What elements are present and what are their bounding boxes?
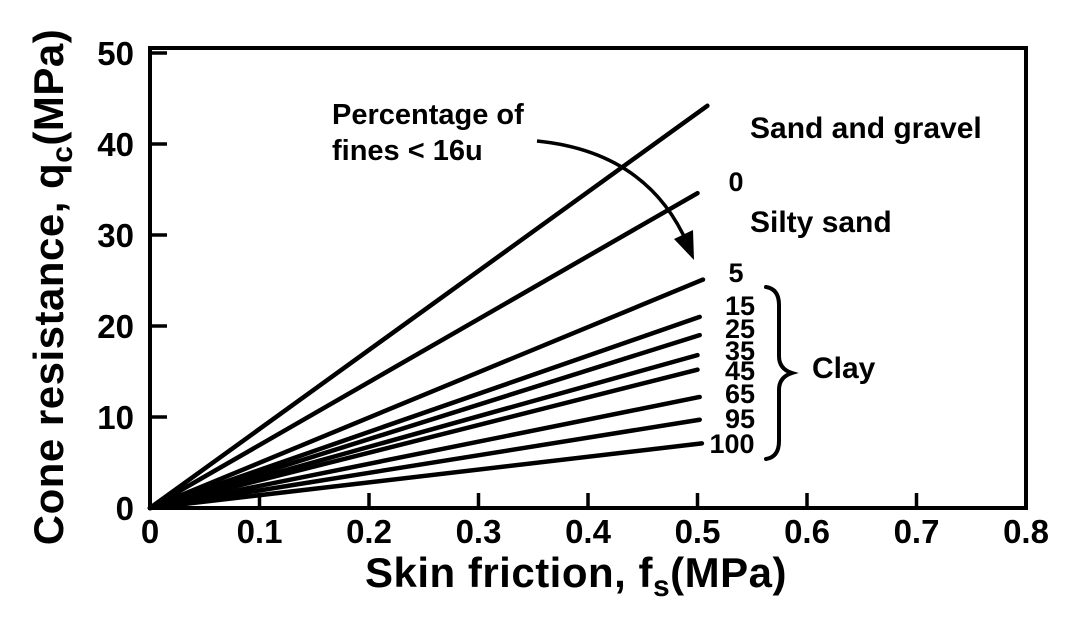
x-tick-label-0.2: 0.2 (346, 513, 392, 550)
y-tick-label-50: 50 (97, 35, 134, 72)
line-fines-65 (147, 394, 702, 511)
y-axis-title-text: Cone resistance, q (25, 163, 72, 545)
fines-label-35: 35 (725, 336, 755, 366)
y-axis-ticks (150, 51, 167, 419)
line-fines-95 (147, 417, 702, 511)
x-tick-label-0: 0 (141, 513, 159, 550)
data-lines (147, 103, 710, 511)
fines-note-line-2: fines < 16u (332, 135, 483, 167)
y-tick-label-20: 20 (97, 308, 134, 345)
x-tick-label-0.3: 0.3 (456, 513, 502, 550)
x-axis-title-units: (MPa) (670, 549, 787, 596)
x-tick-label-0.1: 0.1 (237, 513, 283, 550)
line-fines-0 (147, 190, 700, 511)
y-tick-label-40: 40 (97, 126, 134, 163)
y-tick-label-10: 10 (97, 399, 134, 436)
y-tick-labels: 0 10 20 30 40 50 (97, 35, 134, 527)
x-tick-labels: 0 0.1 0.2 0.3 0.4 0.5 0.6 0.7 0.8 (141, 513, 1049, 550)
fines-direction-arrowhead (674, 230, 694, 260)
fines-label-100: 100 (709, 429, 754, 459)
fines-label-0: 0 (728, 167, 743, 197)
y-axis-title: Cone resistance, qc(MPa) (25, 29, 79, 546)
x-tick-label-0.5: 0.5 (675, 513, 721, 550)
soil-label-clay: Clay (812, 352, 876, 385)
line-fines-15 (147, 314, 702, 511)
x-tick-label-0.8: 0.8 (1003, 513, 1049, 550)
fines-label-65: 65 (725, 379, 755, 409)
clay-group-brace (764, 285, 799, 461)
line-fines-45 (147, 367, 700, 511)
fines-label-95: 95 (725, 404, 755, 434)
soil-type-labels: Sand and gravel Silty sand Clay (750, 112, 982, 385)
x-axis-title-subscript: s (653, 570, 670, 603)
line-fines-35 (147, 352, 700, 511)
y-tick-label-0: 0 (116, 490, 134, 527)
y-tick-label-30: 30 (97, 217, 134, 254)
x-axis-title: Skin friction, fs(MPa) (365, 549, 787, 603)
line-sand-and-gravel (147, 103, 710, 511)
x-tick-label-0.7: 0.7 (894, 513, 940, 550)
fines-label-45: 45 (725, 356, 755, 386)
fines-label-25: 25 (725, 314, 755, 344)
x-tick-label-0.4: 0.4 (565, 513, 612, 550)
fines-note-line-1: Percentage of (332, 99, 524, 131)
x-axis-title-text: Skin friction, f (365, 549, 654, 596)
x-tick-label-0.6: 0.6 (784, 513, 830, 550)
line-fines-100 (147, 441, 705, 511)
x-axis-ticks (257, 493, 1028, 508)
fines-direction-arrow (536, 139, 690, 246)
fines-label-5: 5 (728, 258, 743, 288)
line-fines-25 (147, 332, 702, 511)
fines-label-15: 15 (725, 291, 755, 321)
line-fines-5 (147, 277, 706, 511)
y-axis-title-units: (MPa) (25, 29, 72, 146)
soil-label-silty-sand: Silty sand (750, 206, 892, 239)
soil-label-sand-and-gravel: Sand and gravel (750, 112, 982, 145)
y-axis-title-subscript: c (46, 146, 79, 163)
